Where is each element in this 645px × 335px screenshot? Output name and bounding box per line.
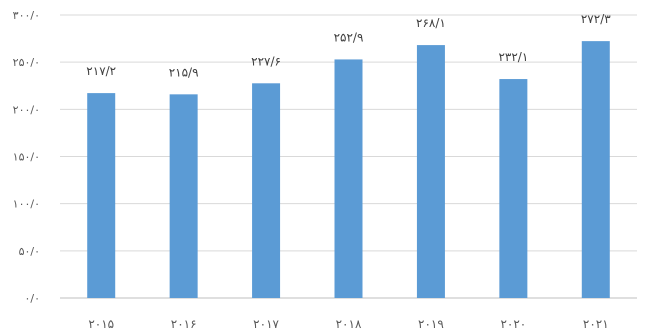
data-label: ۲۶۸/۱ (416, 16, 446, 30)
x-tick-label: ۲۰۱۶ (171, 317, 197, 331)
y-tick-label: ۱۵۰/۰ (13, 151, 40, 164)
bars (87, 41, 610, 299)
y-tick-label: ۰/۰ (24, 292, 40, 305)
data-label: ۲۲۷/۶ (251, 54, 281, 68)
y-tick-label: ۵۰/۰ (19, 245, 40, 258)
x-tick-label: ۲۰۲۱ (583, 317, 609, 331)
data-label: ۲۵۲/۹ (334, 30, 364, 44)
bar (416, 45, 445, 299)
bar (252, 83, 281, 298)
data-label: ۲۱۵/۹ (169, 65, 199, 79)
bar (499, 79, 528, 298)
x-tick-label: ۲۰۱۹ (418, 317, 444, 331)
x-tick-label: ۲۰۱۸ (336, 317, 362, 331)
data-label: ۲۳۲/۱ (498, 50, 528, 64)
x-tick-label: ۲۰۲۰ (500, 317, 526, 331)
y-tick-label: ۲۵۰/۰ (13, 56, 40, 69)
data-label: ۲۷۲/۳ (581, 12, 611, 26)
bar (334, 59, 363, 298)
y-tick-label: ۱۰۰/۰ (13, 198, 40, 211)
y-axis-ticks: ۰/۰ ۵۰/۰ ۱۰۰/۰ ۱۵۰/۰ ۲۰۰/۰ ۲۵۰/۰ ۳۰۰/۰ (13, 9, 40, 305)
x-axis-ticks: ۲۰۱۵ ۲۰۱۶ ۲۰۱۷ ۲۰۱۸ ۲۰۱۹ ۲۰۲۰ ۲۰۲۱ (88, 317, 608, 331)
bar (87, 93, 116, 298)
y-tick-label: ۳۰۰/۰ (13, 9, 40, 22)
bar (169, 94, 198, 298)
data-labels: ۲۱۷/۲ ۲۱۵/۹ ۲۲۷/۶ ۲۵۲/۹ ۲۶۸/۱ ۲۳۲/۱ ۲۷۲/۳ (86, 12, 611, 79)
x-tick-label: ۲۰۱۵ (88, 317, 114, 331)
x-tick-label: ۲۰۱۷ (253, 317, 279, 331)
data-label: ۲۱۷/۲ (86, 64, 116, 78)
bar (581, 41, 610, 298)
y-tick-label: ۲۰۰/۰ (13, 103, 40, 116)
